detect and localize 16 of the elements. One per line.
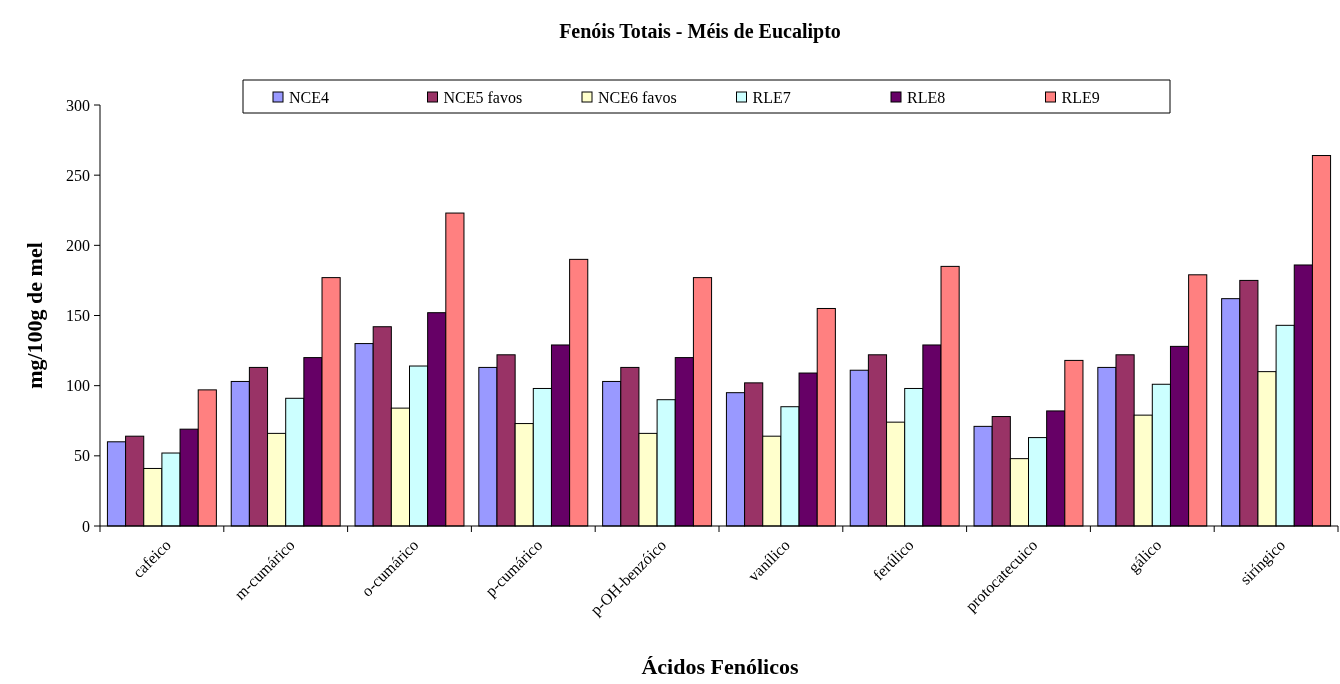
y-tick-label: 150: [66, 307, 90, 325]
legend-label: NCE4: [289, 88, 329, 106]
legend-label: RLE8: [907, 88, 946, 106]
legend-label: NCE5 favos: [443, 88, 523, 106]
y-tick-label: 300: [66, 96, 90, 114]
y-tick-label: 250: [66, 166, 90, 184]
chart-title: Fenóis Totais - Méis de Eucalipto: [559, 20, 841, 43]
x-axis-title: Ácidos Fenólicos: [641, 654, 799, 679]
legend-label: NCE6 favos: [598, 88, 677, 106]
y-tick-label: 200: [66, 236, 90, 254]
y-tick-label: 100: [66, 377, 90, 395]
y-tick-label: 50: [74, 447, 90, 465]
legend-label: RLE9: [1061, 88, 1100, 106]
y-tick-label: 0: [82, 517, 90, 535]
y-axis-title: mg/100g de mel: [22, 242, 47, 389]
legend-label: RLE7: [752, 88, 791, 106]
